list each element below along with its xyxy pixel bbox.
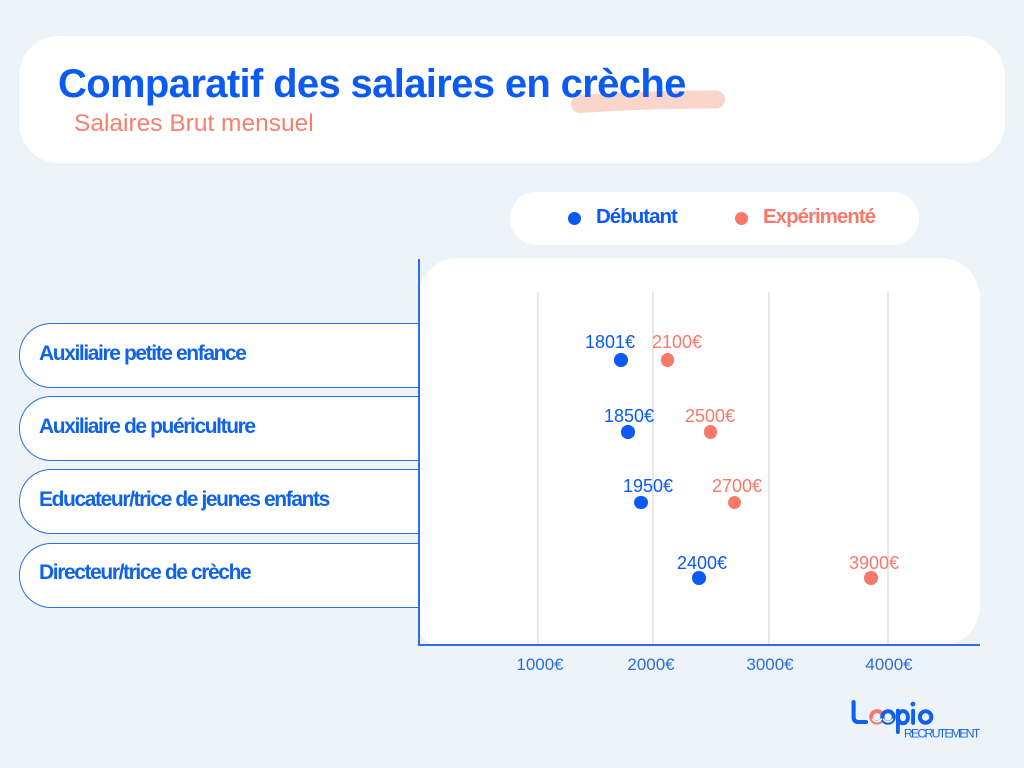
svg-text:RECRUTEMENT: RECRUTEMENT (904, 726, 981, 740)
